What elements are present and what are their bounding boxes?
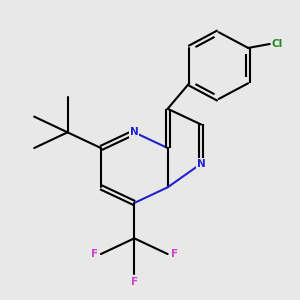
Text: F: F (131, 277, 138, 287)
Text: N: N (130, 127, 139, 137)
Text: F: F (171, 249, 178, 259)
Text: Cl: Cl (272, 39, 283, 49)
Text: N: N (197, 159, 206, 169)
Text: F: F (91, 249, 98, 259)
